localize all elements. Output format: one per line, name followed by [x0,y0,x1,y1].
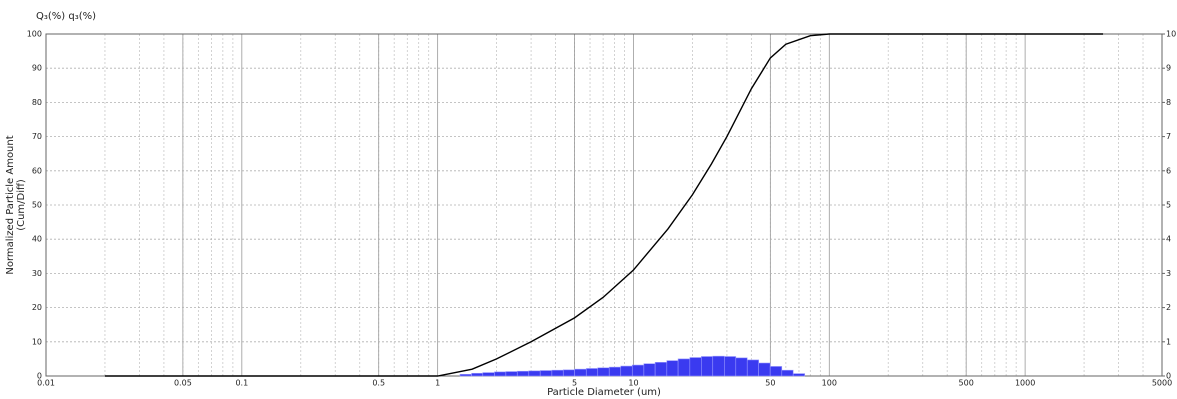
y2-tick-label: 1 [1166,337,1171,346]
y-tick-label: 60 [32,166,42,175]
histogram-bar [562,369,575,377]
x-tick-label: 500 [959,379,974,388]
y2-tick-label: 4 [1166,235,1171,244]
y-tick-label: 30 [32,269,42,278]
x-tick-label: 100 [822,379,837,388]
histogram-bar [724,356,737,377]
histogram-bar [494,371,507,377]
y-tick-label: 10 [32,337,42,346]
y2-tick-label: 10 [1166,30,1176,39]
histogram-bar [482,372,495,377]
x-tick-label: 1 [435,379,440,388]
y-axis-title: Normalized Particle Amount (Cum/Diff) [5,135,27,274]
histogram-bar [746,359,760,377]
y2-tick-label: 7 [1166,132,1171,141]
histogram-bar [528,370,541,377]
y2-tick-label: 8 [1166,98,1171,107]
x-tick-label: 0.01 [37,379,55,388]
histogram-bar [516,370,530,377]
y2-tick-label: 2 [1166,303,1171,312]
y2-tick-label: 0 [1166,372,1171,381]
x-tick-label: 5 [572,379,577,388]
histogram-bar [689,357,702,377]
y-axis-title-line: (Cum/Diff) [16,179,27,231]
histogram-bar [574,368,587,377]
histogram-bar [758,362,771,377]
histogram-bar [471,372,484,377]
y-tick-label: 100 [27,30,42,39]
x-axis-title: Particle Diameter (um) [547,387,661,398]
x-tick-label: 0.5 [372,379,385,388]
histogram-bar [631,364,645,377]
y-tick-label: 90 [32,64,42,73]
y-tick-label: 80 [32,98,42,107]
histogram-bar [735,357,748,377]
histogram-bar [459,373,472,377]
y2-tick-label: 3 [1166,269,1171,278]
histogram-bar [585,368,599,377]
x-tick-label: 50 [765,379,775,388]
histogram-bar [677,358,691,377]
y2-tick-label: 5 [1166,201,1171,210]
histogram-bar [597,367,610,377]
y-tick-label: 40 [32,235,42,244]
histogram-bar [551,369,564,377]
histogram-bar [666,360,679,377]
y-tick-label: 70 [32,132,42,141]
y-tick-label: 50 [32,201,42,210]
histogram-bar [769,366,783,377]
cumulative-line [104,33,1104,377]
y-tick-label: 20 [32,303,42,312]
y2-tick-label: 9 [1166,64,1171,73]
y2-tick-label: 6 [1166,166,1171,175]
histogram-bar [643,363,656,377]
histogram-bar [608,366,622,377]
x-tick-label: 10 [628,379,638,388]
histogram-bar [505,371,518,377]
histogram-bar [712,355,725,377]
y-axis-title-line: Normalized Particle Amount [5,135,16,274]
x-tick-label: 5000 [1152,379,1172,388]
histogram-bar [781,369,794,377]
y-tick-label: 0 [37,372,42,381]
histogram-bar [539,370,553,377]
histogram-bar [654,362,668,377]
histogram-bar [700,356,714,377]
x-tick-label: 0.05 [174,379,192,388]
x-tick-label: 0.1 [235,379,248,388]
chart-title: Q₃(%) q₃(%) [36,11,96,22]
histogram-bar [792,373,806,377]
x-tick-label: 1000 [1015,379,1035,388]
histogram-bar [620,365,633,377]
